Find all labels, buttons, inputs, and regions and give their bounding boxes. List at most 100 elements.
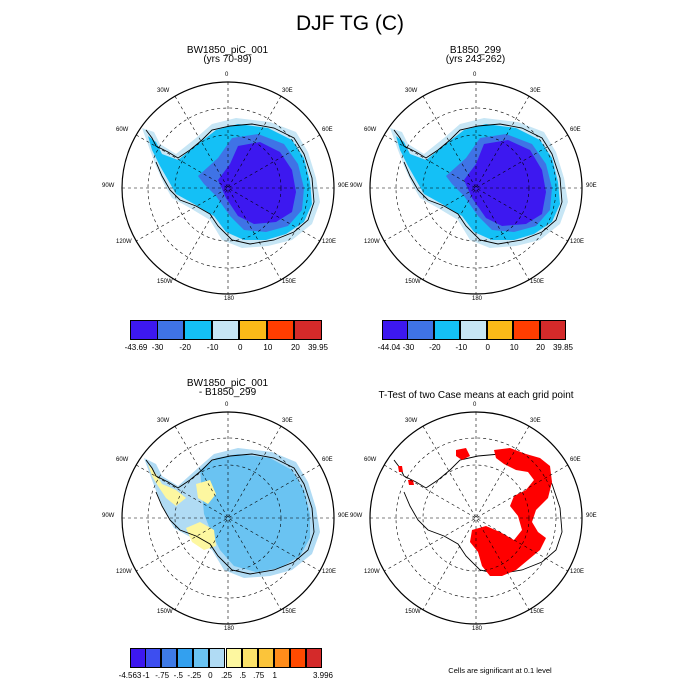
colorbar-3-box-2 <box>161 648 178 668</box>
figure-title: DJF TG (C) <box>295 12 405 35</box>
p3-lon-90e: 90E <box>338 513 349 519</box>
p1-lon-30w: 30W <box>157 88 170 94</box>
panel-4-title-line1: T-Test of two Case means at each grid po… <box>378 390 574 401</box>
colorbar-3-min-label: -4.563 <box>118 671 142 680</box>
colorbar-2 <box>382 320 567 340</box>
colorbar-1-min-label: -43.69 <box>124 343 148 352</box>
colorbar-1-box-4 <box>239 320 267 340</box>
p2-lon-0: 0 <box>473 72 477 78</box>
colorbar-1-tick-label: 0 <box>238 343 243 352</box>
colorbar-1-tick-label: 10 <box>263 343 273 352</box>
colorbar-2-min-label: -44.04 <box>377 343 401 352</box>
p3-lon-90w: 90W <box>102 513 115 519</box>
colorbar-1-tick-label: -10 <box>206 343 219 352</box>
colorbar-3-box-5 <box>209 648 226 668</box>
p1-lon-60e: 60E <box>322 127 333 133</box>
p1-lon-30e: 30E <box>282 88 293 94</box>
graticule <box>122 82 334 294</box>
colorbar-1-box-1 <box>156 320 185 340</box>
coastline <box>145 453 315 575</box>
p4-lon-120w: 120W <box>364 569 380 575</box>
colorbar-3-box-4 <box>193 648 210 668</box>
colorbar-2-box-1 <box>407 320 434 340</box>
colorbar-2-box-4 <box>486 320 514 340</box>
panel-3-title: BW1850_piC_001 - B1850_299 <box>130 379 325 398</box>
field-yellow-peninsula <box>148 464 186 506</box>
p3-lon-0: 0 <box>225 402 229 408</box>
p3-lon-60w: 60W <box>116 457 129 463</box>
colorbar-3-box-1 <box>145 648 162 668</box>
significance-field <box>393 448 563 576</box>
p3-lon-30e: 30E <box>282 418 293 424</box>
colorbar-2-box-0 <box>382 320 409 340</box>
panel-1-title: BW1850_piC_001 (yrs 70-89) <box>130 46 325 65</box>
colorbar-1-tick-label: -20 <box>179 343 191 352</box>
p4-lon-150e: 150E <box>530 609 545 615</box>
p3-lon-30w: 30W <box>157 418 170 424</box>
p2-lon-60w: 60W <box>364 127 377 133</box>
field-deep-blue <box>464 140 546 226</box>
colorbar-3-tick-label: -1 <box>142 671 150 680</box>
colorbar-1-tick-label: 20 <box>290 343 300 352</box>
p4-lon-120e: 120E <box>570 569 585 575</box>
p3-lon-150w: 150W <box>157 609 173 615</box>
panel-2-title: B1850_299 (yrs 243-262) <box>378 45 573 65</box>
colorbar-3-box-11 <box>305 648 322 668</box>
panel-2-map <box>369 81 583 295</box>
field-yellow-patch-a <box>196 480 216 504</box>
p1-lon-90w: 90W <box>102 183 115 189</box>
field-deep-blue <box>218 142 296 224</box>
colorbar-2-tick-label: -20 <box>429 343 441 352</box>
p3-lon-60e: 60E <box>322 457 333 463</box>
p4-lon-150w: 150W <box>405 609 421 615</box>
panel-3-title-line2: - B1850_299 <box>198 387 257 398</box>
colorbar-2-tick-label: -30 <box>402 343 415 352</box>
colorbar-2-box-5 <box>513 320 540 340</box>
p2-lon-90w: 90W <box>350 183 363 189</box>
coastline <box>145 123 315 245</box>
p1-lon-150e: 150E <box>282 279 297 285</box>
colorbar-3-box-3 <box>177 648 194 668</box>
colorbar-1-max-label: 39.95 <box>307 343 329 352</box>
p1-lon-150w: 150W <box>157 279 173 285</box>
field-blue <box>200 454 310 572</box>
panel-4-map <box>369 411 583 625</box>
colorbar-2-tick-label: -10 <box>455 343 468 352</box>
p1-lon-180: 180 <box>224 296 235 302</box>
colorbar-3-tick-label: .25 <box>220 671 233 680</box>
colorbar-3-tick-label: 0 <box>208 671 213 680</box>
p1-lon-120w: 120W <box>116 239 132 245</box>
p2-lon-120w: 120W <box>364 239 380 245</box>
p2-lon-150e: 150E <box>530 279 545 285</box>
colorbar-1-box-3 <box>211 320 240 340</box>
colorbar-2-tick-label: 0 <box>485 343 490 352</box>
significant-cells-peninsula <box>398 466 403 472</box>
p2-lon-180: 180 <box>472 296 483 302</box>
panel-2-title-line1: B1850_299 <box>449 45 502 56</box>
colorbar-3-box-8 <box>257 648 274 668</box>
colorbar-3-box-10 <box>289 648 306 668</box>
colorbar-2-tick-label: 20 <box>536 343 546 352</box>
p2-lon-30w: 30W <box>405 88 418 94</box>
panel-4-title: T-Test of two Case means at each grid po… <box>368 390 584 401</box>
colorbar-3 <box>130 648 323 668</box>
colorbar-2-tick-label: 10 <box>509 343 519 352</box>
p1-lon-60w: 60W <box>116 127 129 133</box>
p3-lon-120w: 120W <box>116 569 132 575</box>
p2-lon-90e: 90E <box>586 183 597 189</box>
colorbar-1-box-0 <box>130 320 158 340</box>
colorbar-2-box-3 <box>460 320 487 340</box>
colorbar-1-box-5 <box>266 320 295 340</box>
p3-lon-120e: 120E <box>322 569 337 575</box>
colorbar-1-box-6 <box>294 320 322 340</box>
colorbar-1 <box>130 320 323 340</box>
colorbar-3-box-0 <box>130 648 147 668</box>
p1-lon-90e: 90E <box>338 183 349 189</box>
antarctica-temperature-field <box>390 118 568 248</box>
p3-lon-150e: 150E <box>282 609 297 615</box>
graticule <box>122 412 334 624</box>
coastline <box>393 123 563 245</box>
colorbar-3-tick-label: 1 <box>272 671 277 680</box>
panel-1-title-line2: (yrs 70-89) <box>203 54 252 65</box>
colorbar-3-tick-label: .75 <box>253 671 265 680</box>
